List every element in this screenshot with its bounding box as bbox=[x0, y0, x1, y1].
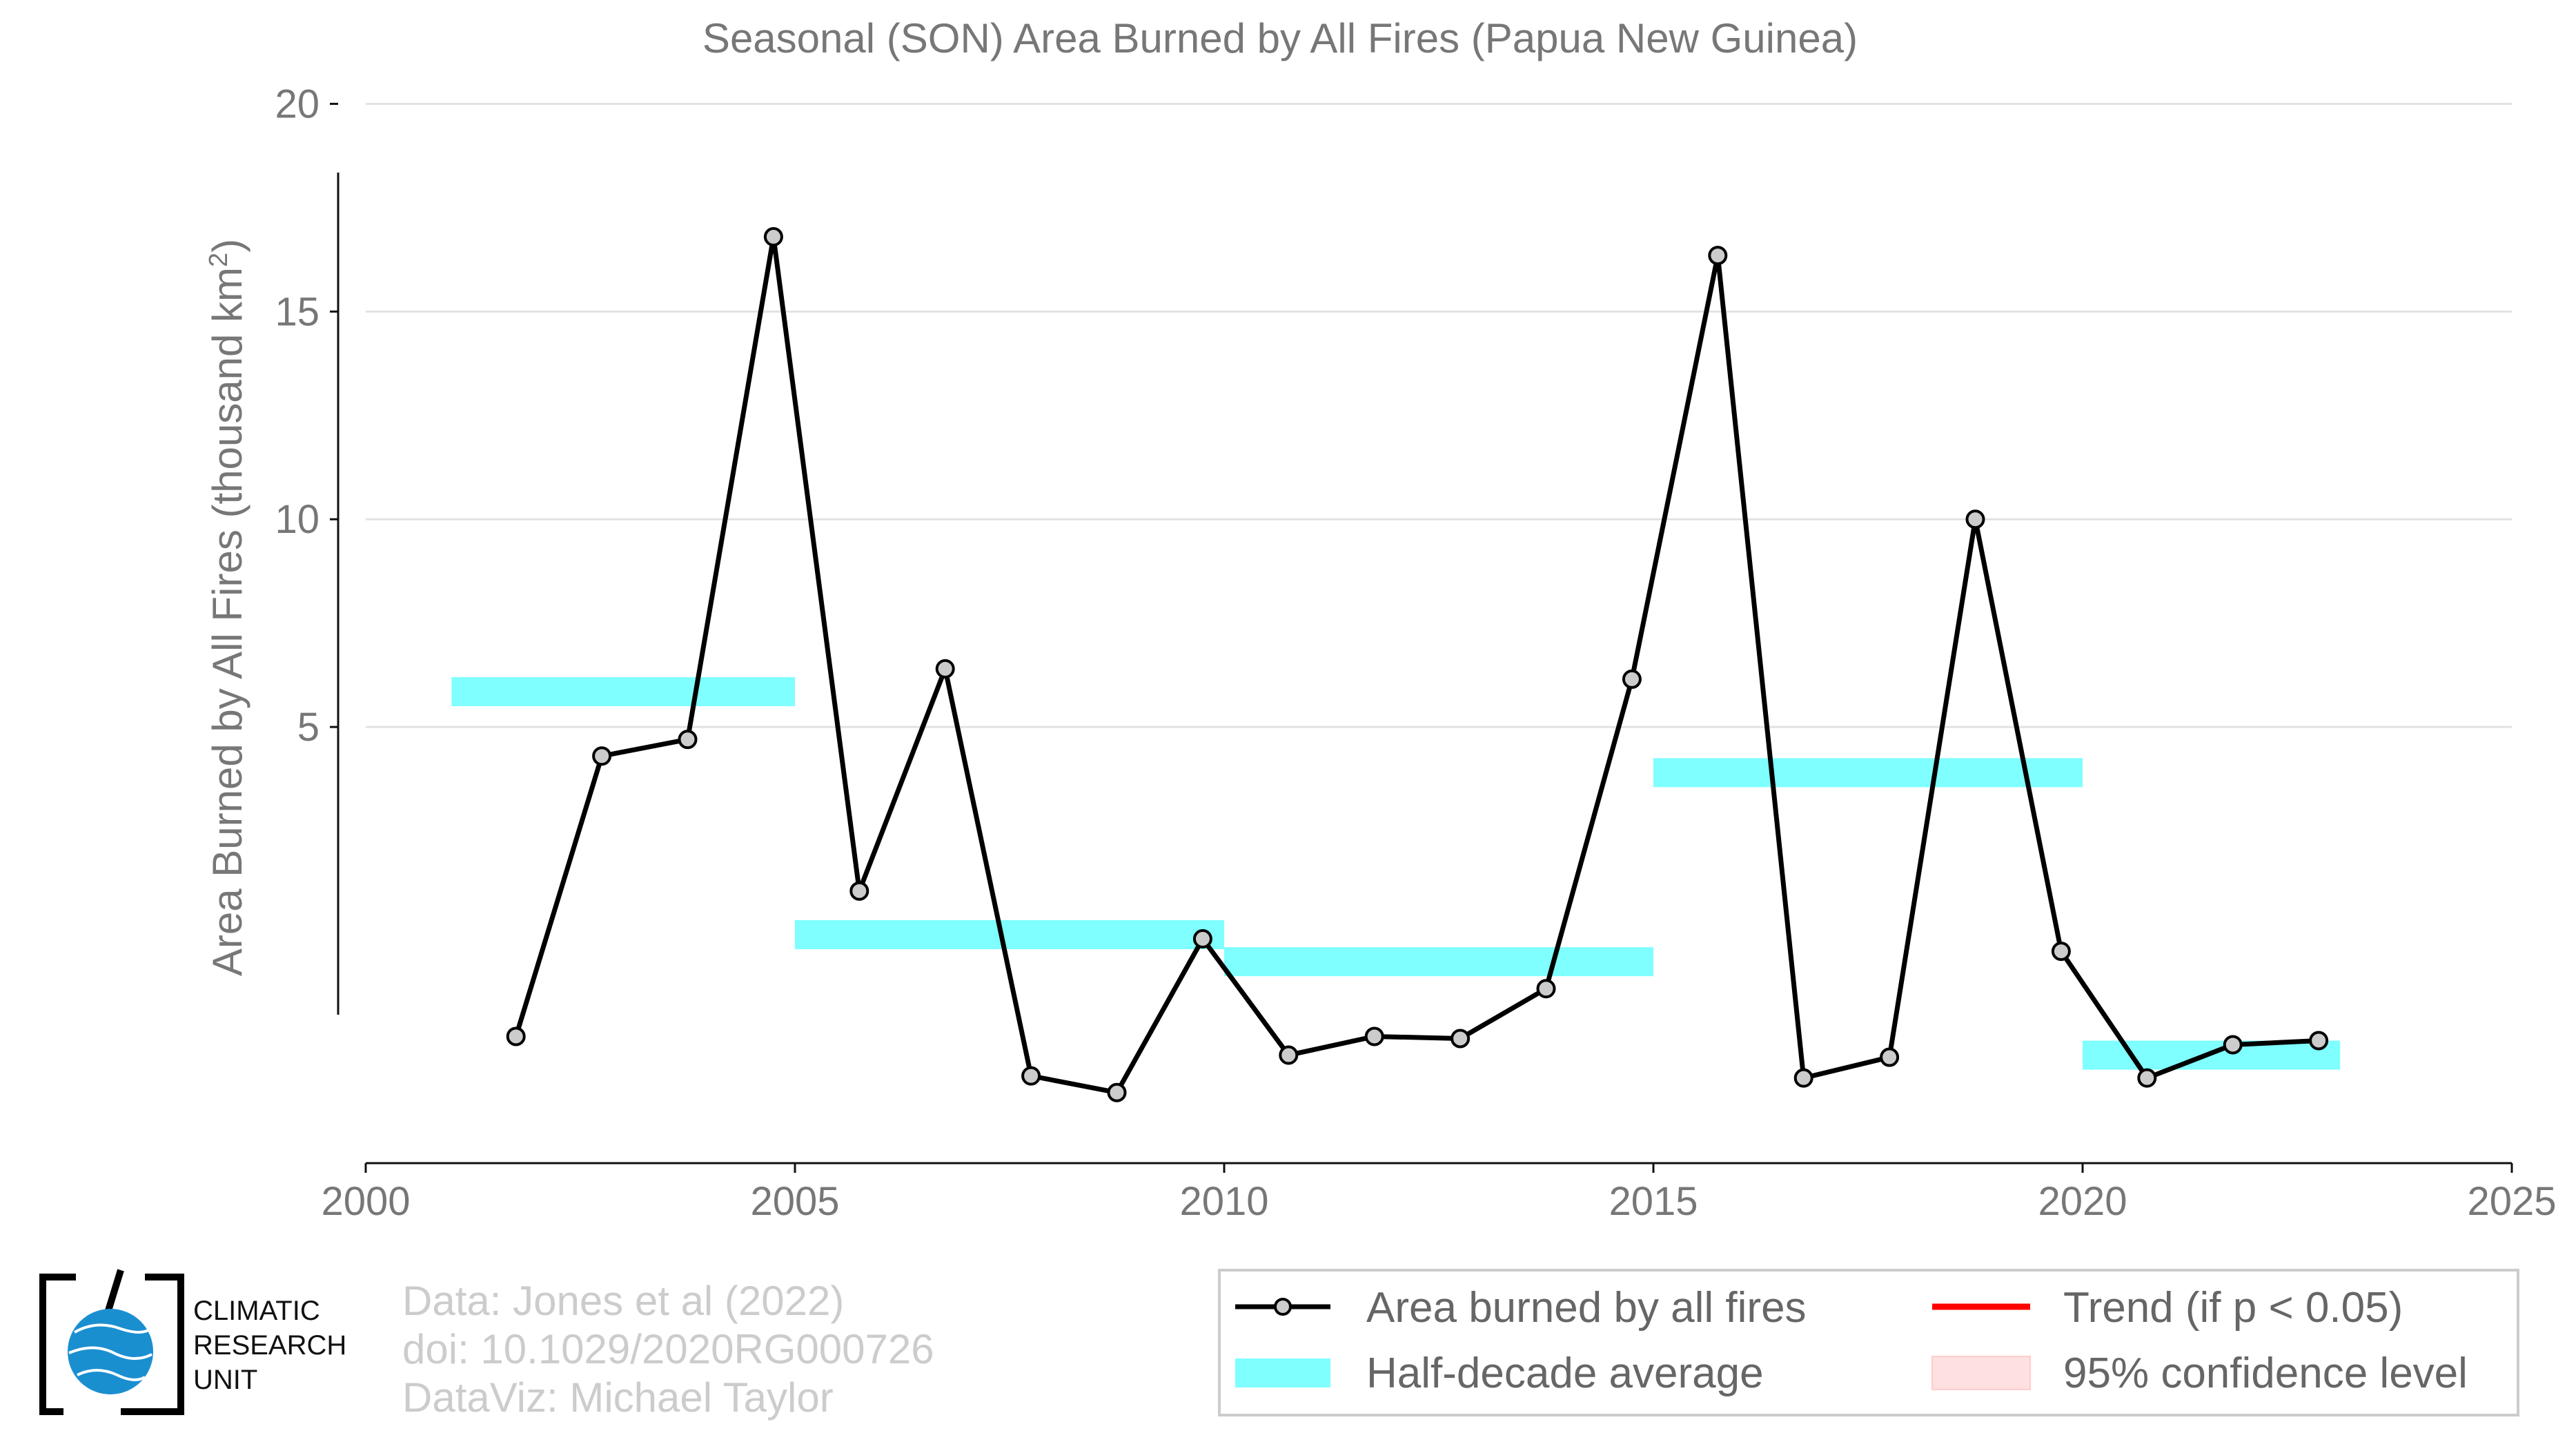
globe-contour-1 bbox=[74, 1323, 152, 1334]
data-point-7 bbox=[1107, 1082, 1127, 1102]
y-tick-label-5: 5 bbox=[297, 705, 319, 750]
x-tick-label-2020: 2020 bbox=[2038, 1179, 2127, 1224]
data-point-6 bbox=[1021, 1066, 1041, 1086]
legend-label-area-burned: Area burned by all fires bbox=[1366, 1284, 1807, 1332]
logo-text-climatic: CLIMATIC bbox=[193, 1296, 320, 1326]
logo-text-unit: UNIT bbox=[193, 1365, 257, 1395]
half-decade-bar-1 bbox=[795, 920, 1224, 950]
credit-data-source: Data: Jones et al (2022) bbox=[402, 1278, 844, 1324]
half-decade-bars bbox=[451, 676, 2341, 1070]
data-point-16 bbox=[1880, 1047, 1900, 1067]
x-axis-ticks: 2000 2005 2010 2015 2020 2025 bbox=[321, 1163, 2557, 1224]
data-point-3 bbox=[763, 227, 783, 247]
data-point-12 bbox=[1536, 979, 1556, 999]
series-points bbox=[506, 227, 2329, 1102]
x-tick-label-2005: 2005 bbox=[750, 1179, 839, 1224]
cru-logo: CLIMATIC RESEARCH UNIT bbox=[39, 1269, 346, 1415]
y-tick-label-20: 20 bbox=[275, 81, 319, 126]
gridlines bbox=[366, 102, 2512, 728]
data-point-17 bbox=[1965, 509, 1985, 529]
x-tick-label-2010: 2010 bbox=[1179, 1179, 1268, 1224]
legend-frame bbox=[1218, 1269, 2519, 1416]
legend-label-confidence: 95% confidence level bbox=[2063, 1350, 2468, 1397]
data-point-0 bbox=[506, 1026, 526, 1046]
data-point-15 bbox=[1793, 1068, 1813, 1088]
data-point-1 bbox=[592, 746, 612, 766]
y-axis-ticks: 5 10 15 20 bbox=[275, 81, 338, 750]
data-point-11 bbox=[1451, 1029, 1471, 1049]
legend-swatch-half-decade bbox=[1235, 1359, 1330, 1387]
legend-swatch-confidence bbox=[1931, 1356, 2031, 1390]
data-point-20 bbox=[2223, 1035, 2243, 1055]
half-decade-bar-0 bbox=[451, 676, 795, 706]
chart-title: Seasonal (SON) Area Burned by All Fires … bbox=[702, 15, 1858, 61]
legend-label-trend: Trend (if p < 0.05) bbox=[2063, 1284, 2403, 1332]
y-tick-label-15: 15 bbox=[275, 289, 319, 334]
logo-bracket-right bbox=[121, 1274, 184, 1415]
data-point-21 bbox=[2309, 1031, 2329, 1051]
globe-contour-3 bbox=[77, 1369, 146, 1381]
series-line-area-burned bbox=[513, 234, 2319, 1095]
logo-slash bbox=[104, 1269, 124, 1316]
logo-bracket-left bbox=[39, 1274, 76, 1415]
x-tick-label-2000: 2000 bbox=[321, 1179, 410, 1224]
data-point-4 bbox=[849, 881, 869, 901]
data-point-14 bbox=[1708, 246, 1728, 266]
data-point-5 bbox=[935, 659, 955, 679]
data-point-2 bbox=[678, 730, 698, 750]
legend: Area burned by all fires Trend (if p < 0… bbox=[1218, 1269, 2519, 1416]
half-decade-bar-3 bbox=[1653, 758, 2083, 788]
data-point-18 bbox=[2051, 942, 2071, 962]
half-decade-bar-2 bbox=[1224, 947, 1653, 977]
logo-text-research: RESEARCH bbox=[193, 1330, 346, 1361]
legend-label-half-decade: Half-decade average bbox=[1366, 1350, 1764, 1397]
y-axis-label: Area Burned by All Fires (thousand km2) bbox=[204, 239, 250, 976]
y-tick-label-10: 10 bbox=[275, 497, 319, 542]
credit-doi: doi: 10.1029/2020RG000726 bbox=[402, 1326, 934, 1372]
data-point-9 bbox=[1279, 1045, 1299, 1065]
series-area-burned bbox=[506, 227, 2329, 1102]
globe-contour-2 bbox=[68, 1346, 153, 1360]
x-tick-label-2015: 2015 bbox=[1609, 1179, 1698, 1224]
data-point-13 bbox=[1622, 669, 1642, 689]
legend-marker-area-burned bbox=[1274, 1298, 1292, 1316]
data-point-19 bbox=[2137, 1068, 2157, 1088]
data-point-8 bbox=[1192, 929, 1212, 949]
x-tick-label-2025: 2025 bbox=[2467, 1179, 2556, 1224]
data-point-10 bbox=[1364, 1026, 1384, 1046]
credit-dataviz: DataViz: Michael Taylor bbox=[402, 1374, 834, 1421]
